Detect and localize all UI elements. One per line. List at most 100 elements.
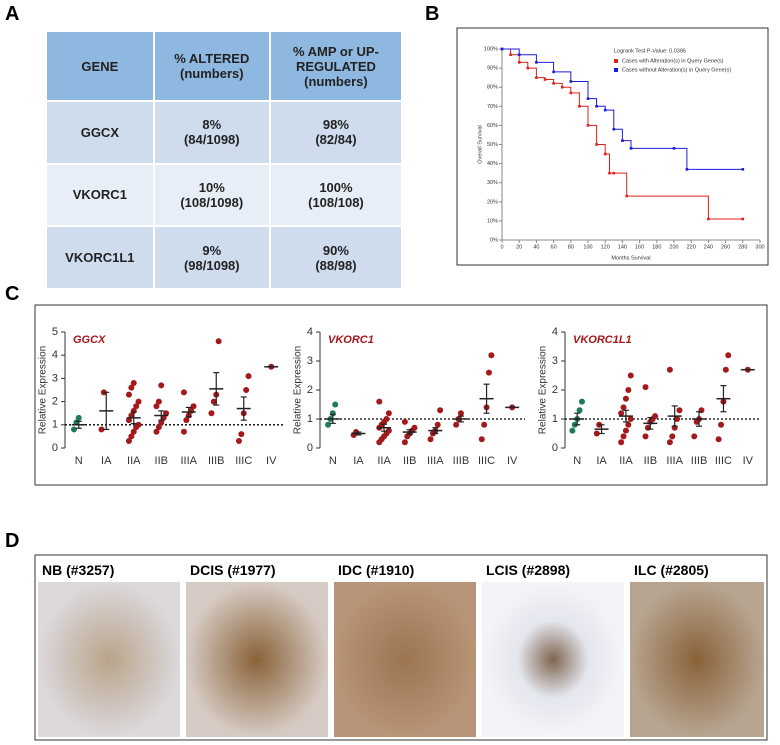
cell: 90% (88/98) [268,225,404,290]
censor-mark [535,61,538,64]
data-point [401,418,408,425]
data-point [376,398,383,405]
data-point [158,382,165,389]
data-point [411,424,418,431]
y-tick-label: 40% [487,161,498,167]
x-tick-label: 80 [568,244,574,250]
x-tick-label: IIIB [208,455,225,467]
data-point [666,439,673,446]
data-point [457,410,464,417]
data-point [158,419,165,426]
x-tick-label: 260 [721,244,730,250]
chart-title: VKORC1L1 [573,334,632,346]
cell: 98% (82/84) [268,100,404,165]
x-tick-label: 0 [500,244,503,250]
x-tick-label: 240 [704,244,713,250]
header-cell: GENE [45,30,155,102]
data-point [180,428,187,435]
data-point [676,407,683,414]
header-cell: % ALTERED (numbers) [152,30,271,102]
image-label: IDC (#1910) [338,562,415,578]
censor-mark [612,127,616,131]
panel-frame [34,304,768,486]
data-point [190,403,197,410]
censor-mark [672,147,676,150]
histology-image [186,582,328,737]
data-point [180,389,187,396]
x-tick-label: IV [507,455,518,467]
cell: VKORC1 [45,162,155,228]
panel-label: C [5,283,20,305]
y-tick-label: 90% [487,66,498,72]
data-point [622,395,629,402]
x-tick-label: IIIA [180,455,197,467]
censor-mark [569,80,573,83]
censor-mark [685,168,689,171]
y-tick-label: 4 [52,349,58,361]
censor-mark [509,53,512,57]
data-point [569,427,576,434]
data-point [385,410,392,417]
image-label: DCIS (#1977) [190,562,276,578]
x-tick-label: 40 [533,244,539,250]
censor-mark [543,78,547,81]
censor-mark [603,152,607,156]
data-point [642,384,649,391]
x-tick-label: 300 [755,244,764,250]
censor-mark [595,143,598,146]
x-tick-label: IA [596,455,607,467]
data-point [669,433,676,440]
y-axis-label: Relative Expression [538,346,549,434]
y-tick-label: 3 [307,355,313,367]
x-tick-label: IV [743,455,754,467]
data-point [125,417,132,424]
cell: 10% (108/1098) [152,162,271,228]
censor-mark [517,53,521,57]
data-point [325,421,332,428]
header-cell: % AMP or UP- REGULATED (numbers) [268,30,404,102]
x-tick-label: 60 [551,244,557,250]
x-tick-label: IIIC [715,455,732,467]
x-tick-label: 160 [635,244,644,250]
histology-image [334,582,476,737]
censor-mark [621,139,624,142]
image-label: LCIS (#2898) [486,562,571,578]
y-tick-label: 30% [487,180,498,186]
y-tick-label: 4 [307,326,313,338]
data-point [98,426,105,433]
data-point [715,436,722,443]
y-tick-label: 1 [307,413,313,425]
data-point [620,433,627,440]
y-tick-label: 3 [552,355,558,367]
x-tick-label: 200 [669,244,678,250]
data-point [642,433,649,440]
data-point [652,413,659,420]
panel-label: A [5,3,20,25]
data-point [618,410,625,417]
panel-label: B [425,3,440,25]
data-point [627,416,634,422]
censor-mark [629,147,633,150]
x-tick-label: 280 [738,244,747,250]
x-tick-label: 120 [601,244,610,250]
x-tick-label: 180 [652,244,661,250]
censor-mark [560,85,564,89]
x-tick-label: IIA [377,455,391,467]
data-point [453,421,460,428]
y-tick-label: 50% [487,142,498,148]
data-point [130,428,137,435]
data-point [401,439,408,446]
x-tick-label: IA [101,455,112,467]
x-tick-label: IIIC [235,455,252,467]
legend-label: Cases without Alteration(s) in Query Gen… [622,67,731,73]
y-tick-label: 4 [552,326,558,338]
y-tick-label: 10% [487,218,498,224]
data-point [437,407,444,414]
data-point [153,403,160,410]
histology-image [630,582,764,737]
data-point [70,426,77,433]
censor-mark [552,82,555,85]
panel-label: D [5,530,20,552]
x-tick-label: IIA [619,455,633,467]
y-tick-label: 0 [307,442,313,454]
